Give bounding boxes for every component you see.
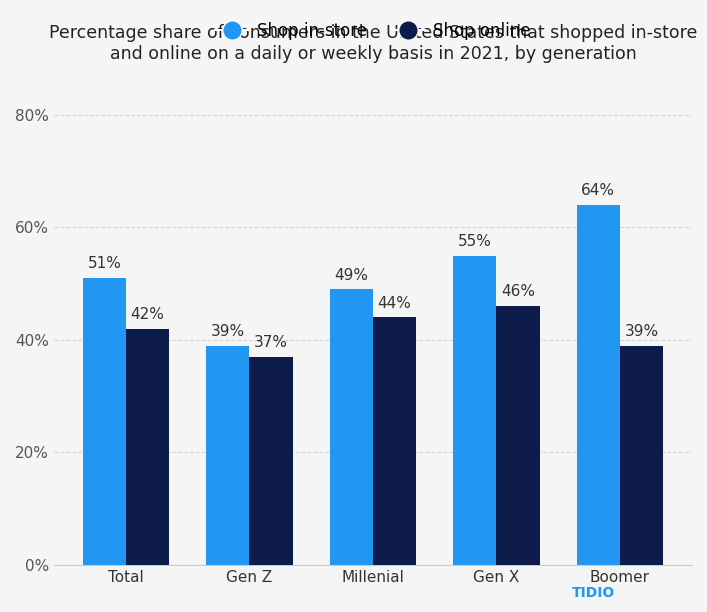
Text: 44%: 44% (378, 296, 411, 311)
Bar (126, 329, 169, 565)
Bar (620, 346, 663, 565)
Bar (373, 318, 416, 565)
Text: 42%: 42% (131, 307, 165, 322)
Text: 55%: 55% (458, 234, 491, 248)
Title: Percentage share of consumers in the United States that shopped in-store
and onl: Percentage share of consumers in the Uni… (49, 24, 697, 63)
Bar (496, 306, 539, 565)
Text: 64%: 64% (581, 183, 615, 198)
Bar (577, 205, 620, 565)
Text: TIDIO: TIDIO (572, 586, 615, 600)
Bar (206, 346, 250, 565)
Text: 39%: 39% (624, 324, 658, 339)
Legend: Shop in-store, Shop online: Shop in-store, Shop online (206, 14, 539, 48)
Bar (250, 357, 293, 565)
Text: 46%: 46% (501, 285, 535, 299)
Text: 37%: 37% (254, 335, 288, 350)
Text: 49%: 49% (334, 267, 368, 283)
Bar (329, 289, 373, 565)
Bar (83, 278, 126, 565)
Bar (453, 256, 496, 565)
Text: 51%: 51% (88, 256, 122, 271)
Text: 39%: 39% (211, 324, 245, 339)
